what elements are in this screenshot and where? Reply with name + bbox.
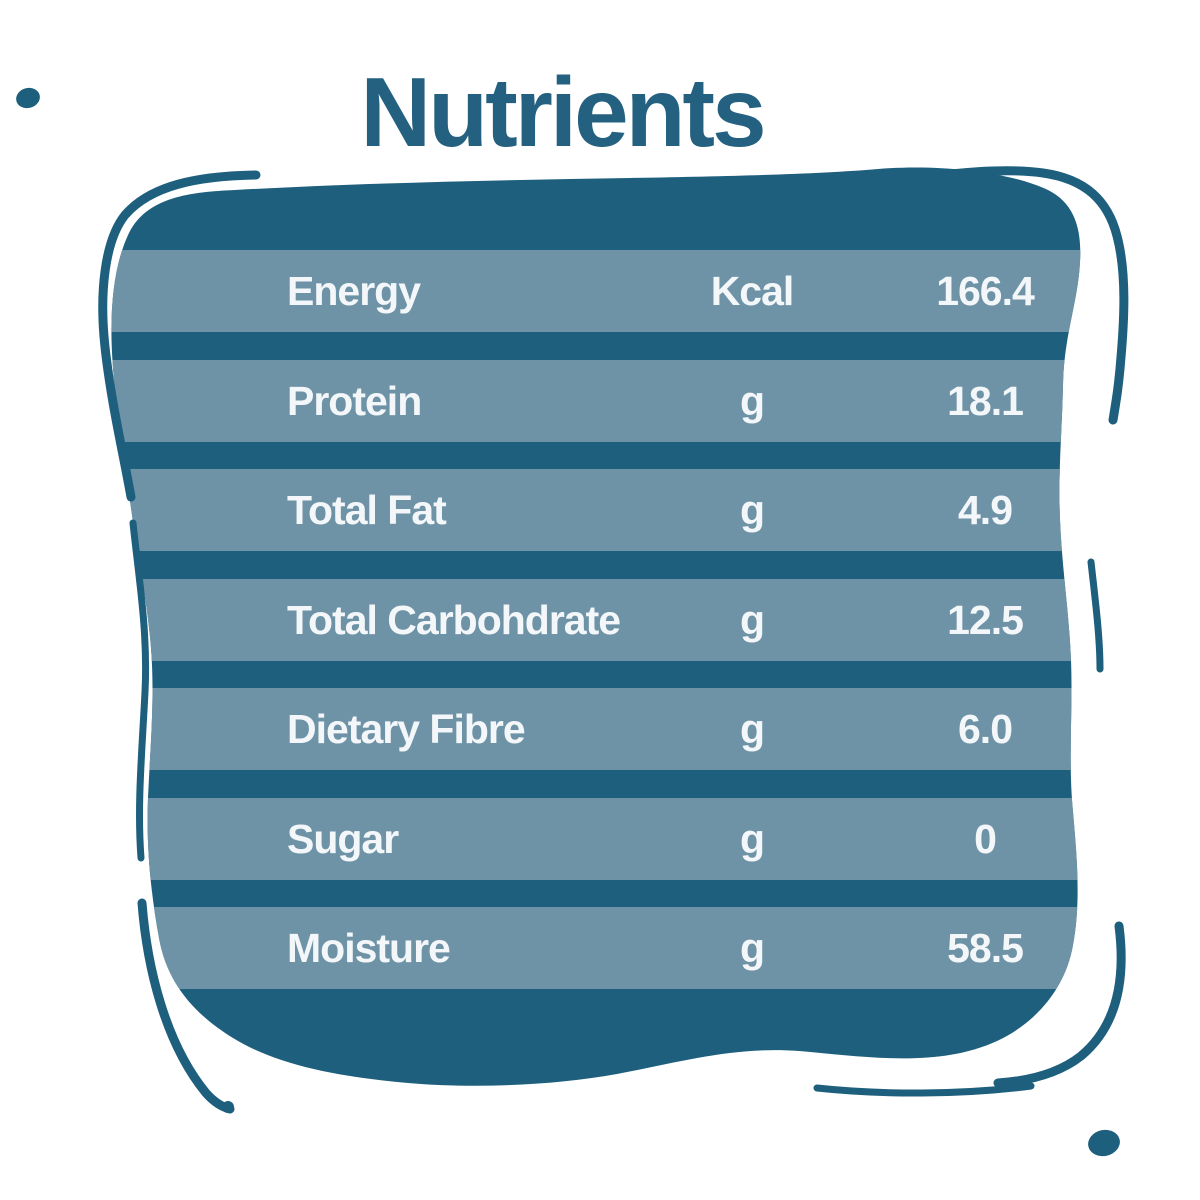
nutrient-value: 0 [974, 816, 997, 862]
nutrient-name: Sugar [287, 816, 399, 862]
sketch-stroke-bottom-dash [813, 1082, 1035, 1097]
table-row: Energy Kcal 166.4 [0, 250, 1200, 332]
nutrient-name: Moisture [287, 925, 451, 971]
nutrient-name: Protein [287, 378, 422, 424]
table-row: Total Fat g 4.9 [0, 469, 1200, 551]
row-stripe [111, 360, 1081, 442]
nutrient-value: 6.0 [958, 706, 1013, 752]
table-row: Protein g 18.1 [0, 360, 1200, 442]
row-stripe [111, 250, 1081, 332]
row-stripe [111, 469, 1081, 551]
nutrient-value: 12.5 [947, 597, 1024, 643]
sketch-stroke-top-left [98, 170, 261, 502]
nutrient-name: Total Carbohdrate [287, 597, 621, 643]
ink-dot-top-left [16, 87, 40, 109]
row-stripe [111, 579, 1081, 661]
nutrient-name: Dietary Fibre [287, 706, 526, 752]
nutrient-value: 166.4 [936, 268, 1035, 314]
sketch-stroke-top-right [872, 166, 1129, 425]
page-title: Nutrients [360, 57, 766, 167]
row-stripe [111, 907, 1081, 989]
nutrient-unit: g [739, 925, 765, 971]
nutrient-name: Energy [287, 268, 421, 314]
nutrient-value: 18.1 [947, 378, 1024, 424]
sketch-stroke-right-dash [1087, 558, 1104, 673]
row-stripe [111, 688, 1081, 770]
row-stripe [111, 798, 1081, 880]
stroke-tip [222, 1101, 234, 1113]
sketch-stroke-bottom-left [137, 898, 235, 1114]
nutrient-value: 4.9 [958, 487, 1013, 533]
nutrient-unit: g [739, 816, 765, 862]
nutrient-unit: g [739, 706, 765, 752]
table-row: Total Carbohdrate g 12.5 [0, 579, 1200, 661]
nutrient-unit: g [739, 487, 765, 533]
table-row: Moisture g 58.5 [0, 907, 1200, 989]
nutrient-value: 58.5 [947, 925, 1024, 971]
sketch-stroke-bottom-right [993, 921, 1126, 1088]
table-row: Sugar g 0 [0, 798, 1200, 880]
sketch-stroke-left [129, 519, 150, 862]
nutrient-unit: g [739, 597, 765, 643]
nutrient-name: Total Fat [287, 487, 447, 533]
nutrient-unit: Kcal [710, 268, 795, 314]
ink-dot-bottom-right [1088, 1129, 1120, 1157]
nutrient-unit: g [739, 378, 765, 424]
table-row: Dietary Fibre g 6.0 [0, 688, 1200, 770]
